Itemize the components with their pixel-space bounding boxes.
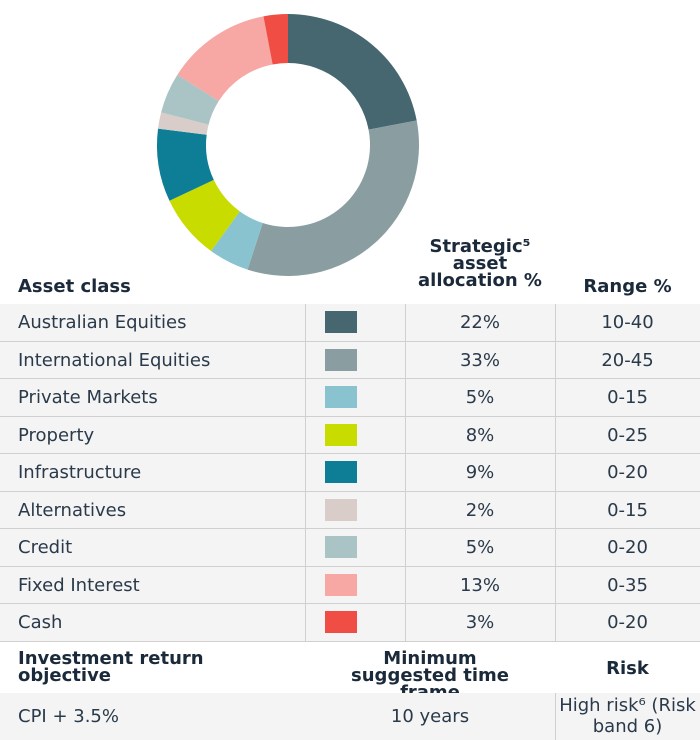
range: 0-25 — [607, 424, 648, 446]
divider — [555, 566, 556, 603]
table-row: Cash 3% 0-20 — [0, 604, 700, 642]
divider — [555, 454, 556, 491]
divider — [405, 379, 406, 416]
table-row: Property 8% 0-25 — [0, 416, 700, 454]
donut-slice — [157, 128, 214, 201]
asset-class: Infrastructure — [18, 462, 142, 483]
footer-risk: High risk⁶ (Risk band 6) — [559, 695, 696, 737]
donut-chart — [157, 14, 420, 276]
swatch — [325, 348, 357, 371]
range: 10-40 — [601, 312, 654, 333]
allocation: 5% — [465, 387, 495, 408]
range: 0-15 — [607, 499, 648, 521]
footer-objective: CPI + 3.5% — [18, 706, 119, 727]
asset-class: Property — [18, 424, 95, 446]
divider — [405, 566, 406, 603]
footer-row: CPI + 3.5% 10 years High risk⁶ (Risk ban… — [0, 693, 700, 740]
table-row: Alternatives 2% 0-15 — [0, 491, 700, 529]
range: 0-15 — [607, 387, 648, 408]
asset-class: International Equities — [18, 349, 211, 371]
table-row: Fixed Interest 13% 0-35 — [0, 566, 700, 604]
divider — [555, 379, 556, 416]
donut-slice — [169, 179, 240, 251]
allocation: 5% — [465, 537, 495, 558]
donut-slice — [161, 74, 219, 125]
divider — [405, 304, 406, 341]
divider — [555, 416, 556, 453]
divider — [305, 491, 306, 528]
allocation: 33% — [459, 349, 500, 371]
swatch — [325, 461, 357, 483]
header-range: Range % — [583, 276, 672, 297]
divider — [555, 693, 556, 740]
divider — [405, 416, 406, 453]
donut-slice — [158, 112, 209, 135]
table-row: International Equities 33% 20-45 — [0, 341, 700, 379]
divider — [305, 379, 306, 416]
asset-class: Australian Equities — [18, 312, 187, 333]
header-allocation: Strategic⁵ asset allocation % — [418, 236, 542, 291]
range: 20-45 — [601, 349, 654, 371]
range: 0-35 — [607, 574, 648, 596]
divider — [305, 604, 306, 641]
table-row: Private Markets 5% 0-15 — [0, 379, 700, 417]
divider — [305, 566, 306, 603]
swatch — [325, 573, 357, 596]
divider — [305, 416, 306, 453]
allocation: 8% — [465, 424, 495, 446]
divider — [405, 491, 406, 528]
divider — [405, 454, 406, 491]
range: 0-20 — [607, 462, 648, 483]
table-row: Credit 5% 0-20 — [0, 529, 700, 567]
header-asset-class: Asset class — [18, 276, 131, 297]
swatch — [325, 423, 357, 446]
allocation: 9% — [465, 462, 495, 483]
asset-class: Private Markets — [18, 387, 158, 408]
donut-slice — [263, 14, 288, 65]
swatch — [325, 611, 357, 633]
asset-class: Fixed Interest — [18, 574, 140, 596]
swatch — [325, 386, 357, 408]
divider — [555, 341, 556, 378]
divider — [555, 604, 556, 641]
divider — [555, 529, 556, 566]
divider — [305, 529, 306, 566]
divider — [405, 341, 406, 378]
asset-class: Cash — [18, 612, 63, 633]
allocation: 22% — [459, 312, 500, 333]
allocation: 2% — [465, 499, 495, 521]
donut-slice — [211, 211, 263, 270]
asset-class: Credit — [18, 537, 73, 558]
table-row: Australian Equities 22% 10-40 — [0, 304, 700, 342]
allocation: 13% — [459, 574, 500, 596]
divider — [555, 491, 556, 528]
range: 0-20 — [607, 612, 648, 633]
divider — [405, 529, 406, 566]
donut-slice — [247, 120, 420, 276]
divider — [305, 454, 306, 491]
donut-slice — [288, 14, 417, 130]
allocation: 3% — [465, 612, 495, 633]
swatch — [325, 536, 357, 558]
footer-header-risk: Risk — [606, 658, 649, 679]
donut-slice — [177, 16, 273, 102]
range: 0-20 — [607, 537, 648, 558]
divider — [305, 304, 306, 341]
divider — [405, 604, 406, 641]
footer-timeframe: 10 years — [390, 706, 470, 727]
table-row: Infrastructure 9% 0-20 — [0, 454, 700, 492]
swatch — [325, 498, 357, 521]
footer-header-objective: Investment return objective — [18, 648, 204, 686]
swatch — [325, 311, 357, 333]
divider — [555, 304, 556, 341]
asset-class: Alternatives — [18, 499, 127, 521]
divider — [305, 341, 306, 378]
